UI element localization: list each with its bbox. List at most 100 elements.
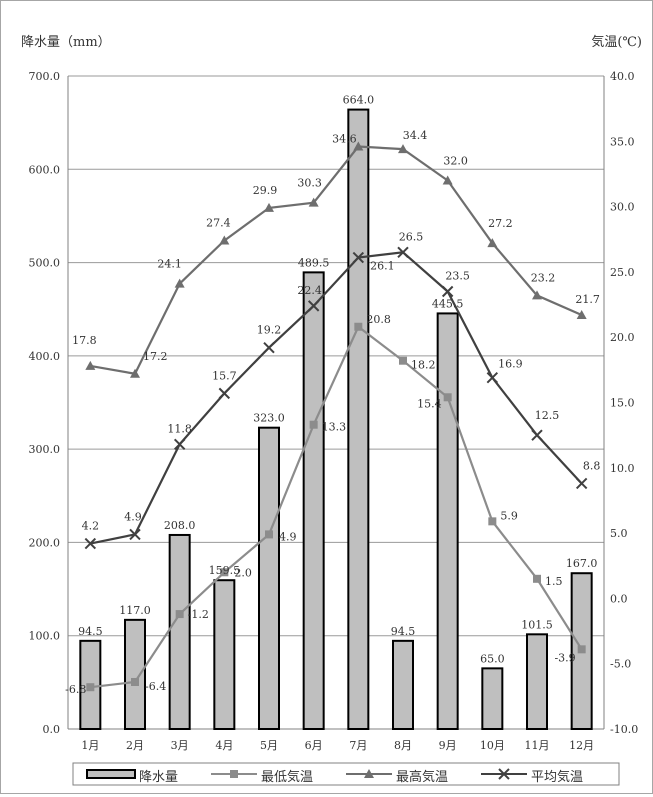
min-temp-value-label: -6.4 xyxy=(145,680,166,693)
avg-temp-marker xyxy=(263,341,275,354)
avg-temp-value-label: 26.5 xyxy=(399,230,424,243)
left-tick-label: 200.0 xyxy=(29,536,61,549)
left-tick-label: 700.0 xyxy=(29,70,61,83)
precip-value-label: 94.5 xyxy=(78,625,103,638)
min-temp-marker xyxy=(175,610,184,619)
avg-temp-value-label: 4.2 xyxy=(82,520,100,533)
right-axis-title: 気温(℃) xyxy=(591,34,642,50)
min-temp-value-label: 15.4 xyxy=(417,397,442,410)
precip-value-label: 664.0 xyxy=(343,94,375,107)
avg-temp-marker xyxy=(498,768,510,780)
avg-temp-value-label: 15.7 xyxy=(212,369,237,382)
precip-bar xyxy=(526,633,548,730)
max-temp-value-label: 34.6 xyxy=(332,133,357,146)
min-temp-marker xyxy=(443,393,452,402)
min-temp-marker xyxy=(533,574,541,583)
x-tick-label: 10月 xyxy=(480,739,505,752)
legend-label: 最低気温 xyxy=(261,769,313,785)
max-temp-value-label: 17.8 xyxy=(72,334,97,347)
min-temp-marker xyxy=(265,530,273,539)
avg-temp-marker xyxy=(307,300,320,312)
precip-value-label: 208.0 xyxy=(164,519,196,532)
right-tick-label: 35.0 xyxy=(610,135,635,148)
avg-temp-value-label: 8.8 xyxy=(583,459,601,472)
x-tick-label: 2月 xyxy=(126,739,144,752)
avg-temp-value-label: 16.9 xyxy=(498,358,523,371)
left-axis-title: 降水量（mm） xyxy=(21,35,111,50)
legend-label: 最高気温 xyxy=(396,769,448,785)
max-temp-marker xyxy=(364,769,374,778)
precip-bar xyxy=(436,312,459,730)
legend: 降水量 最低気温 最高気温 平均気温 xyxy=(72,762,620,786)
avg-temp-value-label: 26.1 xyxy=(370,260,395,273)
max-temp-value-label: 29.9 xyxy=(253,184,278,197)
min-temp-marker xyxy=(86,683,95,692)
left-tick-label: 600.0 xyxy=(29,163,61,176)
left-tick-label: 300.0 xyxy=(29,443,61,456)
left-tick-label: 500.0 xyxy=(29,257,61,270)
x-tick-label: 9月 xyxy=(439,739,457,752)
legend-bar-swatch xyxy=(86,769,136,779)
min-temp-value-label: 4.9 xyxy=(279,530,297,543)
precip-value-label: 65.0 xyxy=(480,652,505,665)
right-tick-label: 40.0 xyxy=(610,70,635,83)
min-temp-marker xyxy=(354,322,363,331)
legend-label: 降水量 xyxy=(139,770,178,785)
x-tick-label: 1月 xyxy=(81,739,99,752)
gridlines xyxy=(67,75,605,730)
x-tick-label: 11月 xyxy=(525,739,550,752)
x-tick-label: 8月 xyxy=(394,739,412,752)
min-temp-marker xyxy=(230,770,238,778)
avg-temp-marker xyxy=(397,246,409,259)
max-temp-value-label: 32.0 xyxy=(443,154,468,167)
right-tick-label: 30.0 xyxy=(610,201,635,214)
avg-temp-marker xyxy=(129,528,141,541)
x-tick-label: 7月 xyxy=(349,739,367,752)
precip-value-label: 117.0 xyxy=(119,604,151,617)
avg-temp-marker xyxy=(531,429,543,441)
min-temp-value-label: -3.9 xyxy=(554,651,575,664)
axis-ticks: 0.0 100.0 200.0 300.0 400.0 500.0 600.0 700.0 -1… xyxy=(29,70,639,752)
avg-temp-value-label: 19.2 xyxy=(257,324,282,337)
legend-label: 平均気温 xyxy=(531,769,583,785)
right-tick-label: 15.0 xyxy=(610,397,635,410)
max-temp-value-label: 27.2 xyxy=(488,217,513,230)
data-labels: 94.5 117.0 208.0 159.5 323.0 489.5 664.0 94.5 44… xyxy=(65,94,600,697)
min-temp-value-label: 13.3 xyxy=(322,421,347,434)
precip-value-label: 489.5 xyxy=(298,256,330,269)
min-temp-marker xyxy=(488,517,497,526)
right-tick-label: 20.0 xyxy=(610,331,635,344)
right-tick-label: 25.0 xyxy=(610,266,635,279)
min-temp-value-label: -6.8 xyxy=(65,683,86,696)
max-temp-marker xyxy=(353,141,364,151)
left-tick-label: 0.0 xyxy=(43,723,61,736)
max-temp-line xyxy=(90,145,583,375)
temperature-lines xyxy=(84,141,588,692)
max-temp-marker xyxy=(85,360,96,370)
avg-temp-value-label: 22.4 xyxy=(297,284,322,297)
max-temp-marker xyxy=(576,309,587,319)
max-temp-value-label: 30.3 xyxy=(297,177,322,190)
x-tick-label: 6月 xyxy=(305,739,323,752)
precip-bar xyxy=(481,667,504,730)
avg-temp-value-label: 12.5 xyxy=(535,409,560,422)
right-tick-label: 0.0 xyxy=(610,592,628,605)
avg-temp-marker xyxy=(441,285,454,298)
x-tick-label: 4月 xyxy=(215,739,233,752)
max-temp-marker xyxy=(130,368,140,378)
precip-bar xyxy=(302,271,325,730)
min-temp-value-label: 18.2 xyxy=(411,359,436,372)
min-temp-line xyxy=(90,325,583,689)
precip-bar xyxy=(168,533,191,730)
max-temp-marker xyxy=(442,175,453,185)
x-tick-label: 3月 xyxy=(171,739,189,752)
right-tick-label: 5.0 xyxy=(610,527,628,540)
avg-temp-line xyxy=(90,251,583,545)
x-tick-label: 5月 xyxy=(260,739,278,752)
left-tick-label: 100.0 xyxy=(29,630,61,643)
right-tick-label: -5.0 xyxy=(610,658,631,671)
max-temp-value-label: 27.4 xyxy=(206,217,231,230)
min-temp-value-label: 5.9 xyxy=(500,509,518,522)
